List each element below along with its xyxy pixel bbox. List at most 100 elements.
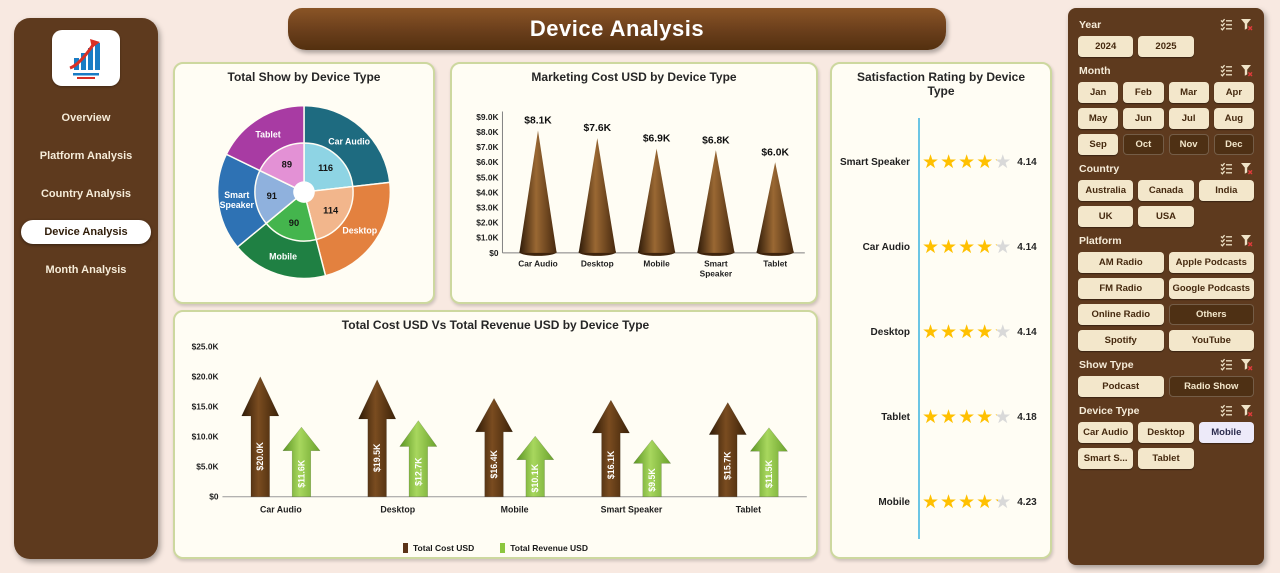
slicer-button-feb[interactable]: Feb bbox=[1123, 82, 1164, 103]
slicer-button-aug[interactable]: Aug bbox=[1213, 108, 1254, 129]
slicer-title: Platform bbox=[1079, 234, 1122, 247]
cost-arrow-tablet[interactable] bbox=[708, 402, 747, 498]
y-axis-tick: $7.0K bbox=[476, 142, 498, 152]
cone-bar-desktop[interactable] bbox=[578, 138, 616, 253]
cone-bar-smart-speaker[interactable] bbox=[697, 150, 735, 253]
revenue-arrow-car-audio[interactable] bbox=[282, 426, 321, 498]
slicer-button-sep[interactable]: Sep bbox=[1078, 134, 1119, 155]
page-title-banner: Device Analysis bbox=[288, 8, 946, 50]
cost-arrow-mobile[interactable] bbox=[474, 397, 514, 498]
slicer-button-canada[interactable]: Canada bbox=[1138, 180, 1194, 201]
multiselect-icon[interactable] bbox=[1220, 162, 1233, 175]
slicer-button-oct[interactable]: Oct bbox=[1123, 134, 1164, 155]
revenue-arrow-mobile[interactable] bbox=[516, 435, 555, 498]
cone-bar-car-audio[interactable] bbox=[519, 130, 557, 253]
logo-chart-icon bbox=[69, 39, 100, 79]
slicer-button-india[interactable]: India bbox=[1198, 180, 1254, 201]
slicer-button-online-radio[interactable]: Online Radio bbox=[1078, 304, 1164, 325]
slicer-button-radio-show[interactable]: Radio Show bbox=[1168, 376, 1254, 397]
clear-filter-icon[interactable] bbox=[1240, 64, 1253, 77]
slicer-button-2024[interactable]: 2024 bbox=[1078, 36, 1134, 57]
cone-value-label: $7.6K bbox=[584, 123, 612, 134]
multiselect-icon[interactable] bbox=[1220, 64, 1233, 77]
sidebar-item-overview[interactable]: Overview bbox=[61, 112, 111, 124]
slicer-button-australia[interactable]: Australia bbox=[1078, 180, 1134, 201]
rating-value: 4.14 bbox=[1017, 157, 1037, 168]
arrow-chart: $0 $5.0K $10.0K $15.0K $20.0K $25.0K $20.0K $11… bbox=[175, 334, 816, 535]
clear-filter-icon[interactable] bbox=[1240, 234, 1253, 247]
pie-inner-segment-car-audio[interactable] bbox=[303, 142, 354, 193]
slicer-button-nov[interactable]: Nov bbox=[1168, 134, 1209, 155]
slicer-header-icons bbox=[1220, 162, 1253, 175]
slicer-button-tablet[interactable]: Tablet bbox=[1138, 448, 1194, 469]
x-axis-label: Car Audio bbox=[260, 504, 302, 514]
pie-inner-segment-smart-speaker[interactable] bbox=[254, 169, 306, 225]
sidebar-item-device-analysis[interactable]: Device Analysis bbox=[21, 220, 151, 244]
slicer-button-apr[interactable]: Apr bbox=[1213, 82, 1254, 103]
pie-label: Smart Speaker bbox=[220, 190, 255, 210]
slicer-button-spotify[interactable]: Spotify bbox=[1078, 330, 1164, 351]
clear-filter-icon[interactable] bbox=[1240, 358, 1253, 371]
cone-bar-mobile[interactable] bbox=[637, 148, 676, 253]
slicer-button-car-audio[interactable]: Car Audio bbox=[1078, 422, 1134, 443]
slicer-button-usa[interactable]: USA bbox=[1138, 206, 1194, 227]
sidebar-item-country-analysis[interactable]: Country Analysis bbox=[40, 188, 132, 200]
clear-filter-icon[interactable] bbox=[1240, 162, 1253, 175]
arrow-value-label: $19.5K bbox=[372, 443, 382, 472]
pie-inner-segment-mobile[interactable] bbox=[265, 190, 318, 242]
sidebar: Overview Platform Analysis Country Analysi… bbox=[14, 18, 158, 559]
multiselect-icon[interactable] bbox=[1220, 404, 1233, 417]
slicer-button-desktop[interactable]: Desktop bbox=[1138, 422, 1194, 443]
slicer-button-fm-radio[interactable]: FM Radio bbox=[1078, 278, 1164, 299]
slicer-button-jun[interactable]: Jun bbox=[1123, 108, 1164, 129]
slicer-button-am-radio[interactable]: AM Radio bbox=[1078, 252, 1164, 273]
y-axis-tick: $5.0K bbox=[476, 172, 498, 182]
slicer-button-podcast[interactable]: Podcast bbox=[1078, 376, 1164, 397]
sidebar-item-platform-analysis[interactable]: Platform Analysis bbox=[39, 150, 133, 162]
slicer-button-apple-podcasts[interactable]: Apple Podcasts bbox=[1168, 252, 1254, 273]
slicer-button-youtube[interactable]: YouTube bbox=[1168, 330, 1254, 351]
star-icon: ★ bbox=[958, 492, 977, 513]
star-partial-icon: ★★ bbox=[994, 407, 1013, 428]
pie-inner-segment-desktop[interactable] bbox=[303, 185, 354, 241]
slicer-button-may[interactable]: May bbox=[1078, 108, 1119, 129]
multiselect-icon[interactable] bbox=[1220, 358, 1233, 371]
slicer-button-2025[interactable]: 2025 bbox=[1138, 36, 1194, 57]
slicer-button-google-podcasts[interactable]: Google Podcasts bbox=[1168, 278, 1254, 299]
slicer-button-jul[interactable]: Jul bbox=[1168, 108, 1209, 129]
slicer-button-uk[interactable]: UK bbox=[1078, 206, 1134, 227]
cone-bar-tablet[interactable] bbox=[756, 162, 794, 253]
pie-inner-segment-tablet[interactable] bbox=[258, 142, 305, 194]
slicer-title: Month bbox=[1079, 64, 1111, 77]
star-partial-icon: ★★ bbox=[994, 152, 1013, 173]
cost-arrow-car-audio[interactable] bbox=[241, 376, 280, 498]
cost-arrow-smart-speaker[interactable] bbox=[591, 399, 630, 498]
slicer-button-dec[interactable]: Dec bbox=[1213, 134, 1254, 155]
arrow-value-label: $9.5K bbox=[647, 468, 657, 492]
clear-filter-icon[interactable] bbox=[1240, 18, 1253, 31]
slicer-button-mobile[interactable]: Mobile bbox=[1198, 422, 1254, 443]
revenue-arrow-smart-speaker[interactable] bbox=[632, 439, 672, 498]
slicer-button-smart-s[interactable]: Smart S... bbox=[1078, 448, 1134, 469]
x-axis-label: Smart Speaker bbox=[601, 504, 663, 514]
slicer-header-month: Month bbox=[1079, 64, 1253, 77]
clear-filter-icon[interactable] bbox=[1240, 404, 1253, 417]
x-axis-label: Desktop bbox=[581, 259, 614, 269]
pie-value: 89 bbox=[282, 160, 292, 170]
sidebar-item-month-analysis[interactable]: Month Analysis bbox=[45, 264, 127, 276]
y-axis-tick: $20.0K bbox=[192, 372, 219, 382]
y-axis-tick: $25.0K bbox=[192, 342, 219, 352]
slicer-button-others[interactable]: Others bbox=[1168, 304, 1254, 325]
cost-arrow-desktop[interactable] bbox=[358, 379, 397, 498]
multiselect-icon[interactable] bbox=[1220, 18, 1233, 31]
slicer-button-mar[interactable]: Mar bbox=[1168, 82, 1209, 103]
x-axis-label: Mobile bbox=[643, 259, 670, 269]
revenue-arrow-tablet[interactable] bbox=[749, 427, 789, 498]
multiselect-icon[interactable] bbox=[1220, 234, 1233, 247]
arrow-value-label: $20.0K bbox=[255, 442, 265, 471]
revenue-arrow-desktop[interactable] bbox=[399, 420, 438, 498]
y-axis-tick: $0 bbox=[489, 248, 499, 258]
star-rating: ★★★★★★ bbox=[922, 153, 1012, 172]
slicer-button-jan[interactable]: Jan bbox=[1078, 82, 1119, 103]
